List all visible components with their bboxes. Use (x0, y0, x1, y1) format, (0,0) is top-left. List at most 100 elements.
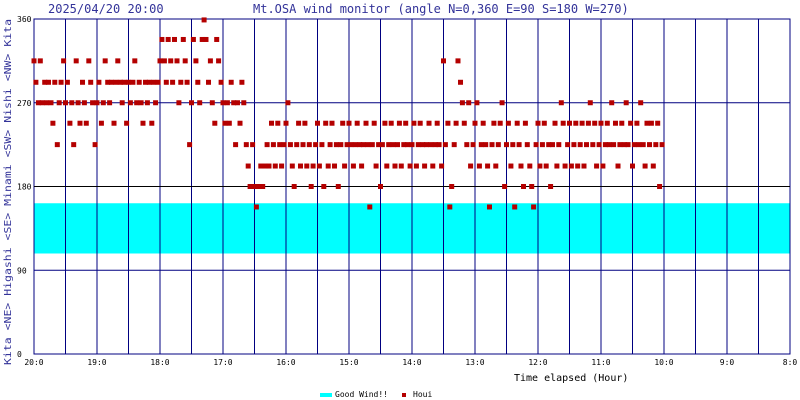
houi-point (277, 142, 283, 148)
houi-point (316, 163, 322, 169)
houi-point (476, 163, 482, 169)
x-tick-label: 8:0 (783, 358, 798, 367)
houi-point (138, 100, 144, 106)
houi-point (606, 142, 612, 148)
houi-point (491, 120, 497, 126)
houi-point (354, 120, 360, 126)
y-tick-label: 0 (17, 350, 22, 359)
houi-point (407, 163, 413, 169)
houi-point (42, 79, 48, 85)
houi-point (604, 120, 610, 126)
houi-point (648, 120, 654, 126)
houi-point (489, 142, 495, 148)
houi-point (165, 36, 171, 42)
houi-point (352, 142, 358, 148)
houi-point (423, 142, 429, 148)
y-tick-label: 360 (17, 15, 32, 24)
houi-point (92, 142, 98, 148)
houi-point (455, 58, 461, 64)
houi-point (403, 120, 409, 126)
houi-point (401, 142, 407, 148)
houi-point (256, 184, 262, 189)
houi-point (592, 120, 598, 126)
houi-point (294, 142, 300, 148)
houi-point (319, 142, 325, 148)
houi-point (170, 79, 176, 85)
houi-point (218, 79, 224, 85)
houi-point (67, 120, 73, 126)
houi-point (611, 142, 617, 148)
houi-point (222, 120, 228, 126)
houi-point (126, 79, 131, 85)
houi-point (228, 79, 234, 85)
houi-point (33, 79, 39, 85)
houi-point (289, 163, 295, 169)
houi-point (600, 163, 606, 169)
houi-point (153, 100, 159, 106)
houi-point (342, 163, 348, 169)
houi-point (539, 142, 545, 148)
houi-point (636, 142, 642, 148)
x-tick-label: 19:0 (87, 358, 106, 367)
houi-point (634, 120, 640, 126)
houi-point (468, 163, 474, 169)
houi-point (31, 58, 37, 64)
houi-point (88, 79, 94, 85)
houi-point (529, 184, 535, 189)
houi-point (630, 163, 635, 169)
houi-point (96, 79, 102, 85)
houi-point (209, 100, 215, 106)
houi-point (590, 142, 596, 148)
legend-houi-swatch (402, 393, 406, 397)
houi-point (199, 36, 205, 42)
houi-point (163, 79, 169, 85)
houi-point (69, 100, 75, 106)
houi-point (585, 120, 591, 126)
houi-point (522, 120, 528, 126)
houi-point (262, 163, 268, 169)
x-tick-label: 17:0 (213, 358, 232, 367)
houi-point (340, 120, 346, 126)
houi-point (338, 142, 344, 148)
houi-point (182, 58, 188, 64)
houi-point (459, 100, 465, 106)
houi-point (478, 142, 484, 148)
houi-point (384, 163, 390, 169)
houi-point (300, 142, 306, 148)
houi-point (37, 58, 43, 64)
houi-point (411, 120, 417, 126)
y-axis-label: Kita <NE> Higashi <SE> Minami <SW> Nishi… (3, 19, 14, 365)
houi-point (144, 100, 150, 106)
houi-point (44, 100, 50, 106)
houi-point (405, 142, 411, 148)
houi-point (155, 79, 161, 85)
houi-point (556, 142, 562, 148)
houi-point (428, 142, 434, 148)
houi-point (348, 142, 354, 148)
houi-point (434, 120, 440, 126)
houi-point (575, 163, 581, 169)
houi-point (596, 142, 602, 148)
houi-point (499, 100, 505, 106)
houi-point (571, 142, 577, 148)
houi-point (447, 204, 453, 210)
houi-point (521, 184, 527, 189)
houi-point (58, 79, 64, 85)
houi-point (518, 163, 524, 169)
houi-point (279, 163, 285, 169)
houi-point (161, 58, 167, 64)
houi-point (272, 163, 278, 169)
houi-point (296, 120, 302, 126)
houi-point (269, 120, 275, 126)
houi-point (426, 120, 432, 126)
houi-point (628, 120, 634, 126)
houi-point (644, 120, 650, 126)
houi-point (617, 142, 623, 148)
houi-point (197, 100, 203, 106)
houi-point (203, 36, 209, 42)
houi-point (98, 120, 104, 126)
houi-point (657, 184, 663, 189)
houi-point (386, 142, 392, 148)
houi-point (323, 120, 329, 126)
houi-point (189, 100, 194, 106)
